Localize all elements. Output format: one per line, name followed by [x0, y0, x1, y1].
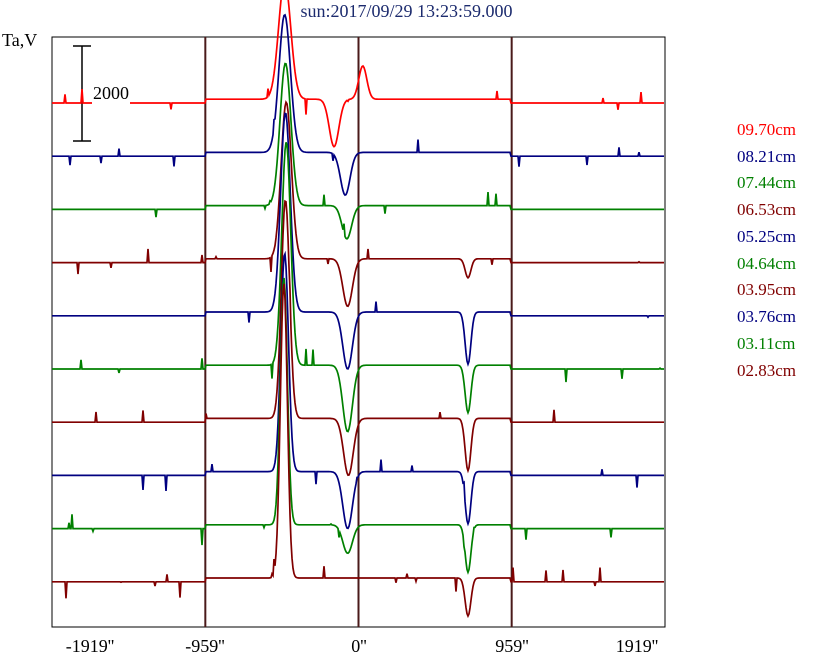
legend-entry: 08.21cm [737, 147, 797, 166]
legend-entry: 07.44cm [737, 173, 797, 192]
series-line [52, 13, 664, 197]
legend-entry: 06.53cm [737, 200, 797, 219]
legend-entry: 03.76cm [737, 307, 797, 326]
chart-title: sun:2017/09/29 13:23:59.000 [300, 1, 513, 21]
series-line [52, 277, 664, 575]
x-tick-label: 1919'' [615, 636, 659, 656]
series-line [52, 250, 664, 530]
series-line [52, 199, 664, 477]
series-line [52, 112, 664, 370]
legend-entry: 04.64cm [737, 254, 797, 273]
legend-entry: 09.70cm [737, 120, 797, 139]
y-axis-label: Ta,V [2, 30, 38, 50]
legend-entry: 03.95cm [737, 280, 797, 299]
legend-entry: 05.25cm [737, 227, 797, 246]
legend-entry: 03.11cm [737, 334, 796, 353]
series-line [52, 0, 664, 148]
legend-entry: 02.83cm [737, 361, 797, 380]
series-line [52, 100, 664, 308]
x-tick-label: -959'' [185, 636, 225, 656]
x-tick-label: 959'' [495, 636, 529, 656]
series-line [52, 283, 664, 619]
x-tick-label: -1919'' [65, 636, 115, 656]
series-line [52, 62, 664, 240]
series-line [52, 142, 664, 433]
x-tick-label: 0'' [351, 636, 367, 656]
scale-bar-label: 2000 [92, 83, 130, 104]
